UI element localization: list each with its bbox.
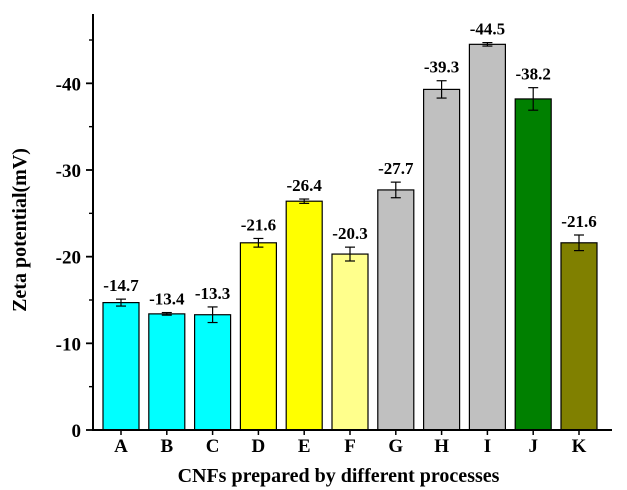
value-label-a: -14.7 (103, 276, 139, 295)
bar-h (424, 89, 460, 430)
category-label-j: J (528, 436, 538, 457)
category-label-h: H (434, 436, 449, 457)
category-label-a: A (114, 436, 128, 457)
y-axis-title: Zeta potential(mV) (9, 148, 31, 312)
bar-f (332, 254, 368, 430)
bar-i (469, 44, 505, 430)
value-label-g: -27.7 (378, 159, 414, 178)
category-label-f: F (344, 436, 356, 457)
bar-g (378, 190, 414, 430)
category-label-k: K (572, 436, 587, 457)
category-label-i: I (484, 436, 491, 457)
y-tick-label: -40 (56, 74, 81, 95)
category-label-b: B (160, 436, 173, 457)
bar-b (149, 314, 185, 430)
category-label-e: E (298, 436, 311, 457)
y-tick-label: -30 (56, 161, 81, 182)
bar-j (515, 99, 551, 430)
value-label-f: -20.3 (332, 224, 367, 243)
value-label-e: -26.4 (286, 176, 322, 195)
value-label-h: -39.3 (424, 58, 459, 77)
bar-k (561, 243, 597, 430)
value-label-b: -13.4 (149, 290, 185, 309)
y-tick-label: 0 (72, 421, 82, 442)
value-label-k: -21.6 (561, 212, 596, 231)
category-label-g: G (388, 436, 403, 457)
y-tick-label: -10 (56, 334, 81, 355)
category-label-c: C (206, 436, 220, 457)
y-tick-label: -20 (56, 248, 81, 269)
value-label-c: -13.3 (195, 284, 230, 303)
category-label-d: D (252, 436, 266, 457)
bar-a (103, 303, 139, 430)
x-category-labels: A B C D E F G H I J K (114, 436, 586, 457)
bar-d (240, 243, 276, 430)
x-axis-title: CNFs prepared by different processes (178, 465, 500, 487)
value-label-i: -44.5 (470, 20, 505, 39)
value-label-j: -38.2 (515, 65, 550, 84)
value-label-d: -21.6 (241, 215, 276, 234)
bar-c (195, 315, 231, 430)
bar-e (286, 201, 322, 430)
